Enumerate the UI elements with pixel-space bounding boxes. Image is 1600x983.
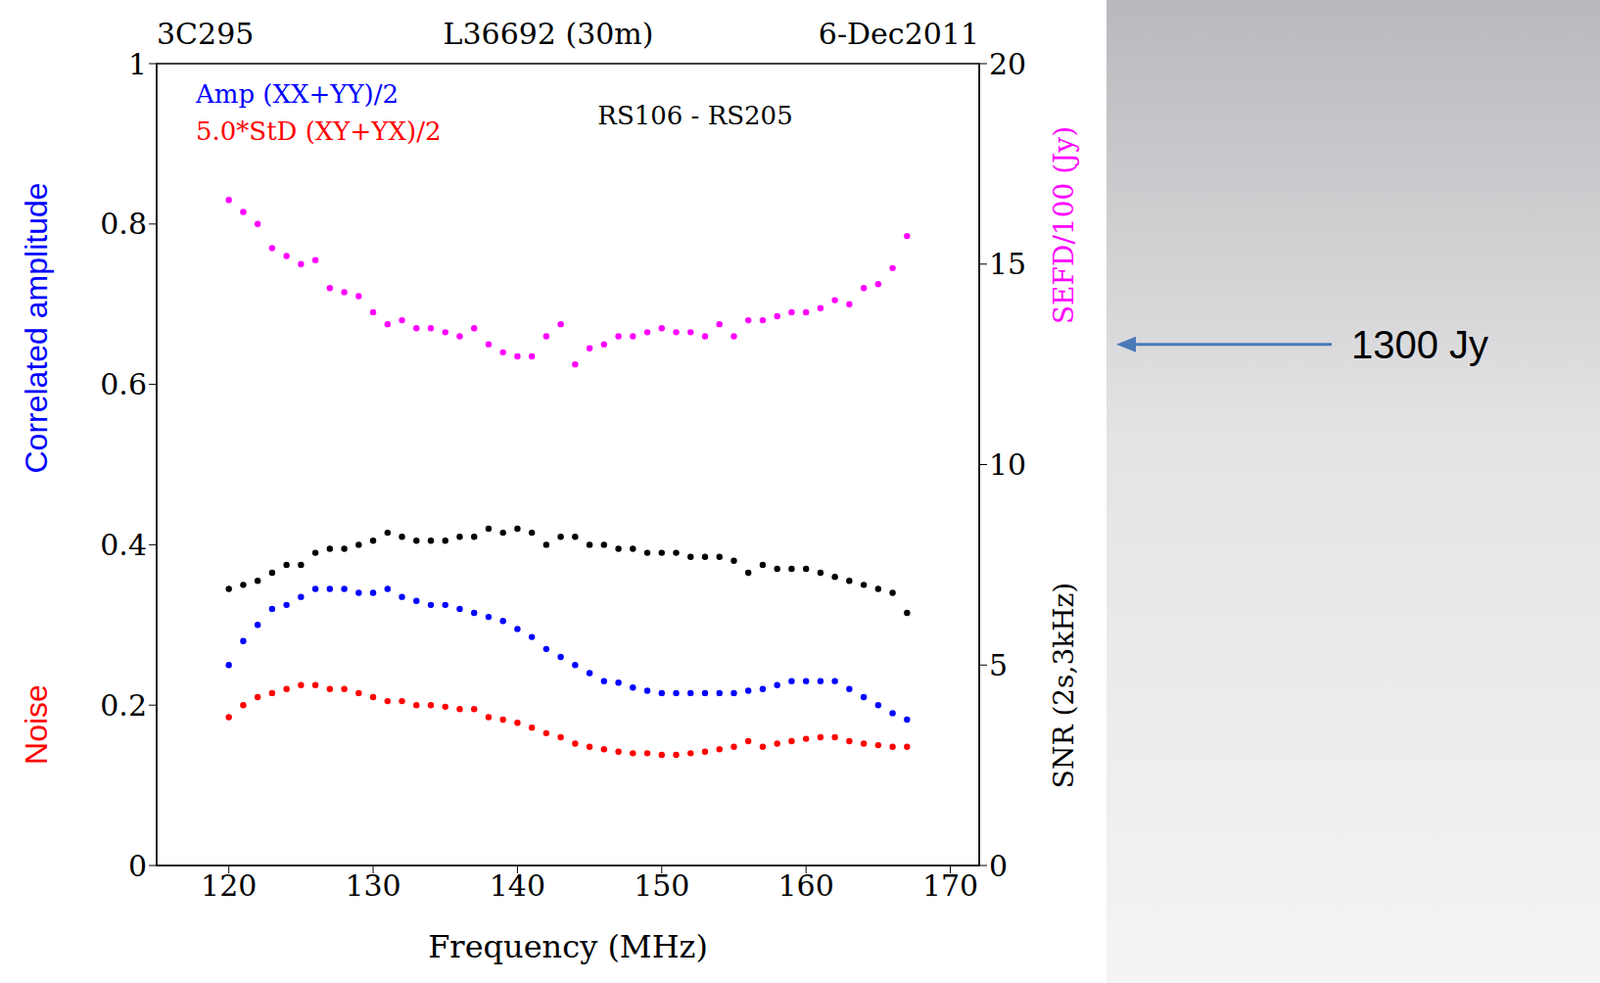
svg-text:Noise: Noise <box>18 684 54 765</box>
svg-text:0.8: 0.8 <box>99 206 147 241</box>
svg-text:L36692 (30m): L36692 (30m) <box>443 16 655 51</box>
svg-text:140: 140 <box>489 868 546 903</box>
svg-text:0.6: 0.6 <box>99 367 147 402</box>
svg-text:RS106 - RS205: RS106 - RS205 <box>597 100 793 131</box>
svg-text:170: 170 <box>922 868 979 903</box>
svg-text:0.4: 0.4 <box>99 527 147 563</box>
svg-text:150: 150 <box>633 868 690 903</box>
svg-text:Correlated amplitude: Correlated amplitude <box>18 182 54 473</box>
svg-text:160: 160 <box>778 868 835 903</box>
svg-text:0: 0 <box>128 848 147 884</box>
svg-text:15: 15 <box>988 246 1027 282</box>
svg-text:6-Dec2011: 6-Dec2011 <box>818 16 980 51</box>
svg-text:3C295: 3C295 <box>156 16 254 51</box>
svg-text:Frequency (MHz): Frequency (MHz) <box>427 928 708 966</box>
svg-text:1: 1 <box>128 47 147 82</box>
svg-text:130: 130 <box>344 868 401 903</box>
svg-text:10: 10 <box>988 447 1027 482</box>
svg-text:SNR (2s,3kHz): SNR (2s,3kHz) <box>1047 582 1081 790</box>
svg-text:20: 20 <box>988 47 1027 82</box>
svg-text:Amp (XX+YY)/2: Amp (XX+YY)/2 <box>194 79 399 109</box>
svg-text:5.0*StD (XY+YX)/2: 5.0*StD (XY+YX)/2 <box>195 116 441 146</box>
svg-text:1300 Jy: 1300 Jy <box>1351 323 1489 367</box>
svg-text:SEFD/100 (Jy): SEFD/100 (Jy) <box>1047 126 1081 325</box>
svg-text:120: 120 <box>200 868 257 903</box>
svg-text:5: 5 <box>988 648 1008 683</box>
svg-text:0.2: 0.2 <box>99 688 147 723</box>
svg-text:0: 0 <box>988 848 1008 884</box>
